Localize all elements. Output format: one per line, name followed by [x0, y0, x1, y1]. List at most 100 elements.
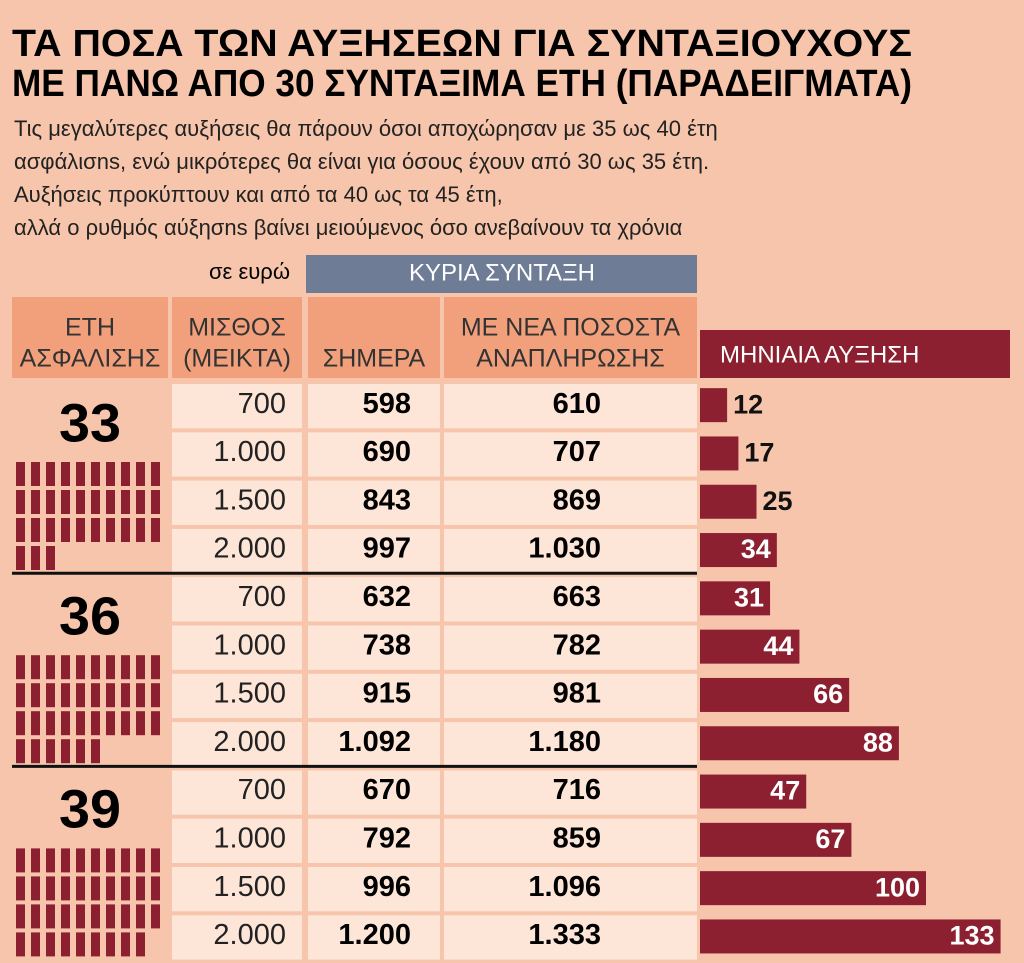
group-header: ΚΥΡΙΑ ΣΥΝΤΑΞΗ: [409, 259, 595, 286]
year-tick: [121, 683, 130, 708]
cell: [308, 480, 440, 525]
year-tick: [106, 518, 115, 542]
year-tick: [91, 518, 100, 542]
year-tick: [91, 462, 100, 486]
year-tick: [31, 876, 40, 901]
year-tick: [121, 518, 130, 542]
year-tick: [46, 739, 55, 764]
cell: [172, 673, 302, 719]
year-tick: [136, 904, 145, 929]
cell: [444, 770, 697, 815]
year-tick: [151, 683, 160, 708]
bar-label: 100: [875, 872, 920, 902]
cell: [308, 577, 440, 622]
pension-new: 1.333: [528, 919, 601, 951]
year-tick: [31, 904, 40, 929]
year-tick: [151, 904, 160, 929]
pension-new: 981: [553, 678, 601, 710]
year-tick: [76, 876, 85, 901]
year-tick: [46, 655, 55, 680]
cell: [172, 867, 302, 912]
year-tick: [91, 683, 100, 708]
pension-today: 997: [363, 533, 411, 565]
year-tick: [106, 848, 115, 873]
year-tick: [91, 876, 100, 901]
year-tick: [106, 683, 115, 708]
cell: [444, 867, 697, 912]
year-tick: [16, 683, 25, 708]
salary: 2.000: [213, 533, 286, 565]
year-tick: [76, 711, 85, 736]
pension-new: 869: [553, 484, 601, 516]
year-tick: [46, 683, 55, 708]
bar: [700, 822, 852, 857]
year-tick: [61, 490, 70, 514]
title-line: ΜΕ ΠΑΝΩ ΑΠΟ 30 ΣΥΝΤΑΞΙΜΑ ΕΤΗ (ΠΑΡΑΔΕΙΓΜΑ…: [12, 63, 912, 105]
year-tick: [76, 490, 85, 514]
year-tick: [151, 876, 160, 901]
cell: [308, 673, 440, 719]
year-tick: [46, 711, 55, 736]
years-label: 33: [59, 393, 121, 453]
salary: 1.000: [213, 629, 286, 661]
column-header: (ΜΕΙΚΤΑ): [183, 345, 291, 373]
bar-label: 17: [744, 438, 774, 468]
pension-today: 1.092: [338, 726, 411, 758]
year-tick: [136, 932, 145, 957]
year-tick: [31, 848, 40, 873]
bar-label: 34: [741, 534, 771, 564]
bar-label: 25: [763, 486, 793, 516]
year-tick: [61, 876, 70, 901]
year-tick: [121, 462, 130, 486]
year-tick: [121, 655, 130, 680]
cell: [172, 722, 302, 767]
cell: [444, 432, 697, 477]
year-tick: [151, 711, 160, 736]
year-tick: [76, 904, 85, 929]
cell: [308, 818, 440, 863]
salary: 1.000: [213, 823, 286, 855]
cell: [308, 867, 440, 912]
bar: [700, 436, 739, 471]
year-tick: [106, 904, 115, 929]
year-tick: [16, 848, 25, 873]
cell: [172, 384, 302, 429]
bar-header: ΜΗΝΙΑΙΑ ΑΥΞΗΣΗ: [720, 341, 919, 368]
salary: 700: [238, 774, 286, 806]
pension-today: 690: [363, 436, 411, 468]
cell: [172, 528, 302, 574]
salary: 2.000: [213, 726, 286, 758]
years-icon: [16, 848, 160, 957]
pension-today: 792: [363, 823, 411, 855]
pension-today: 915: [363, 678, 411, 710]
pension-new: 1.096: [528, 871, 601, 903]
salary: 1.000: [213, 436, 286, 468]
year-tick: [136, 462, 145, 486]
bar: [700, 677, 850, 712]
bar-label: 31: [734, 582, 764, 612]
year-tick: [76, 848, 85, 873]
year-tick: [61, 683, 70, 708]
year-tick: [46, 546, 55, 570]
bar: [700, 726, 899, 761]
year-tick: [76, 518, 85, 542]
year-tick: [136, 655, 145, 680]
subtitle-line: Αυξήσεις προκύπτουν και από τα 40 ως τα …: [14, 182, 503, 207]
year-tick: [61, 848, 70, 873]
cell: [308, 915, 440, 960]
pension-new: 1.030: [528, 533, 601, 565]
year-tick: [31, 739, 40, 764]
cell: [308, 432, 440, 477]
year-tick: [61, 518, 70, 542]
year-tick: [136, 711, 145, 736]
pension-new: 859: [553, 823, 601, 855]
pension-today: 598: [363, 388, 411, 420]
column-header: ΑΝΑΠΛΗΡΩΣΗΣ: [476, 345, 665, 373]
pension-today: 670: [363, 774, 411, 806]
bar: [700, 871, 926, 906]
column-header: ΜΕ ΝΕΑ ΠΟΣΟΣΤΑ: [461, 314, 681, 342]
bar: [700, 484, 757, 519]
year-tick: [46, 848, 55, 873]
column-header: ΣΗΜΕΡΑ: [323, 345, 426, 373]
column-header: ΜΙΣΘΟΣ: [188, 314, 286, 342]
